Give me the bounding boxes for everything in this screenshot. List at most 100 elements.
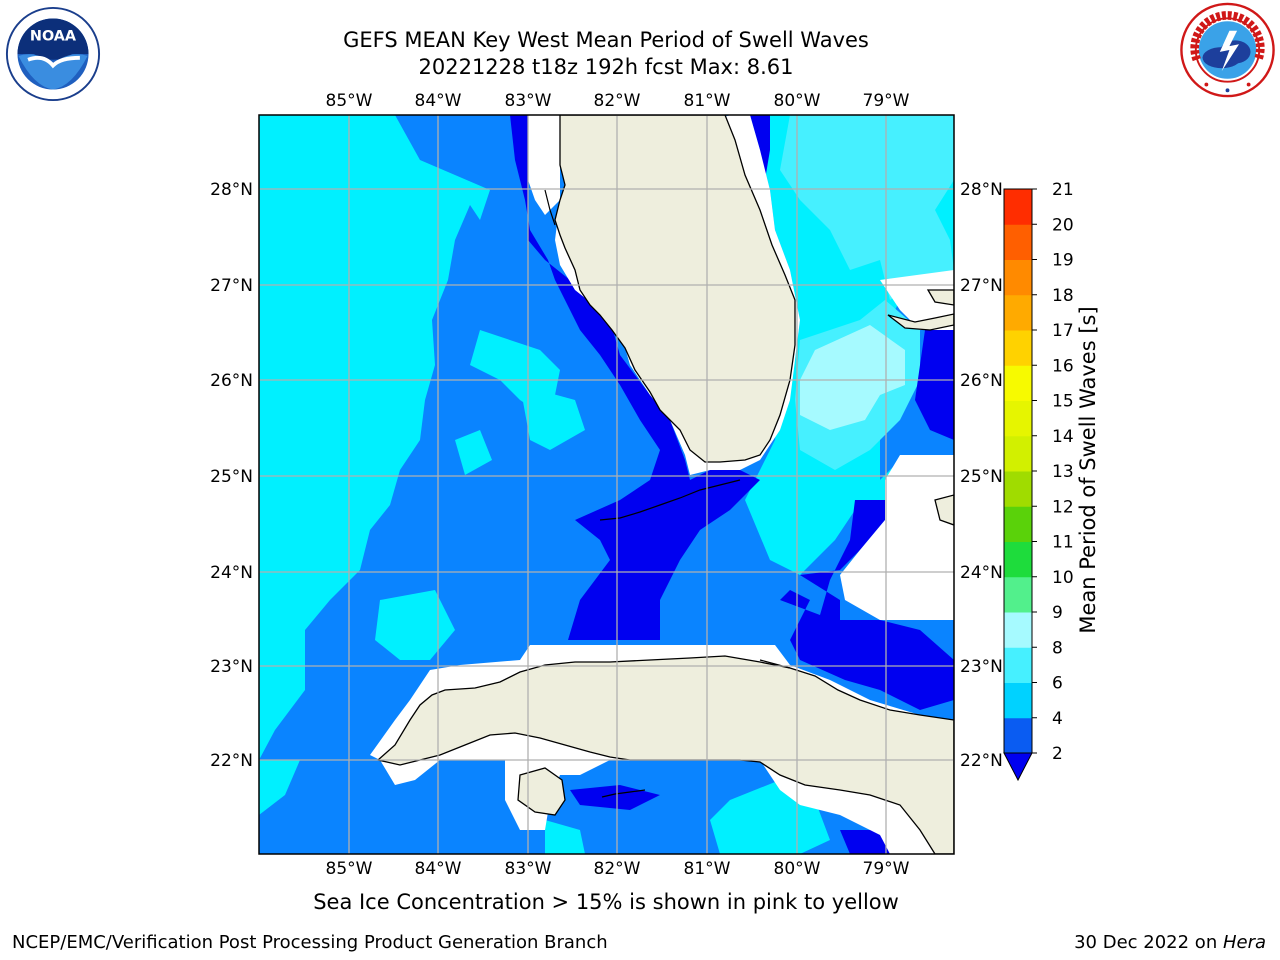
nws-logo <box>1180 2 1275 98</box>
nodata-tampa <box>528 115 560 215</box>
colorbar-tick-label: 8 <box>1052 638 1063 658</box>
swell-band-8-9 <box>800 325 905 430</box>
lat-label-right: 25°N <box>960 467 1003 487</box>
map-subtitle: 20221228 t18z 192h fcst Max: 8.61 <box>418 55 794 79</box>
cayos-south <box>601 789 646 798</box>
swell-band-4-6-west <box>259 115 490 760</box>
lon-label-top: 83°W <box>505 91 552 111</box>
lat-label-left: 23°N <box>210 657 253 677</box>
lat-label-right: 28°N <box>960 180 1003 200</box>
generation-date: 30 Dec 2022 on Hera <box>1074 932 1266 953</box>
lon-label-top: 80°W <box>774 91 821 111</box>
swell-band-4-6-south <box>545 820 585 854</box>
lon-label-top: 81°W <box>684 91 731 111</box>
sea-ice-note: Sea Ice Concentration > 15% is shown in … <box>313 890 899 914</box>
lon-label-top: 85°W <box>326 91 373 111</box>
island-chains <box>544 189 791 798</box>
lon-label-bottom: 81°W <box>684 859 731 879</box>
lat-label-left: 28°N <box>210 180 253 200</box>
abaco <box>926 289 954 306</box>
colorbar: 2 4 6 8 9 10 11 12 13 14 15 16 17 18 19 20 21 <box>1003 180 1074 782</box>
tampa-bay-islands <box>544 189 556 226</box>
colorbar-tick-label: 18 <box>1052 286 1074 306</box>
andros-island <box>934 494 954 526</box>
cayos-north <box>759 659 791 669</box>
colorbar-segment <box>1004 365 1032 401</box>
colorbar-tick-label: 17 <box>1052 321 1074 341</box>
noaa-logo: NOAA <box>5 6 101 102</box>
lat-label-left: 26°N <box>210 371 253 391</box>
colorbar-segment <box>1004 435 1032 472</box>
colorbar-segment <box>1004 259 1032 296</box>
colorbar-tick-label: 10 <box>1052 568 1074 588</box>
colorbar-tick-label: 13 <box>1052 462 1074 482</box>
grand-bahama <box>887 313 954 331</box>
colorbar-tick-label: 11 <box>1052 533 1074 553</box>
map-frame <box>258 114 955 855</box>
colorbar-segment <box>1004 471 1032 507</box>
colorbar-tick-label: 9 <box>1052 603 1063 623</box>
swell-band-below-2-keys <box>510 115 760 640</box>
swell-band-4-6-patch4 <box>520 385 585 450</box>
colorbar-segment <box>1004 647 1032 683</box>
lat-label-left: 27°N <box>210 276 253 296</box>
lon-label-top: 82°W <box>594 91 641 111</box>
swell-band-4-6-sw <box>259 760 300 815</box>
colorbar-tick-label: 16 <box>1052 356 1074 376</box>
colorbar-segment <box>1004 400 1032 437</box>
swell-band-below-2-ne <box>750 115 770 180</box>
lon-label-bottom: 83°W <box>505 859 552 879</box>
map-field <box>259 115 954 854</box>
lat-label-left: 25°N <box>210 467 253 487</box>
colorbar-segment <box>1004 717 1032 754</box>
lat-label-right: 26°N <box>960 371 1003 391</box>
lat-label-right: 22°N <box>960 751 1003 771</box>
host-name: Hera <box>1222 932 1266 953</box>
lon-label-top: 84°W <box>415 91 462 111</box>
lat-label-left: 22°N <box>210 751 253 771</box>
colorbar-tick-label: 2 <box>1052 744 1063 764</box>
colorbar-segment <box>1004 294 1032 331</box>
nodata-andros <box>840 455 954 620</box>
florida-keys <box>599 479 741 521</box>
swell-band-4-6-patch1 <box>375 590 455 660</box>
colorbar-under-arrow <box>1003 752 1033 782</box>
producer-credit: NCEP/EMC/Verification Post Processing Pr… <box>12 932 608 953</box>
colorbar-segment <box>1004 612 1032 648</box>
colorbar-segment <box>1004 541 1032 578</box>
colorbar-tick-label: 4 <box>1052 709 1063 729</box>
florida-peninsula <box>554 115 796 463</box>
swell-band-below-2-south <box>840 830 890 854</box>
lat-label-left: 24°N <box>210 563 253 583</box>
lon-label-bottom: 80°W <box>774 859 821 879</box>
noaa-logo-text: NOAA <box>30 29 77 45</box>
colorbar-tick-label: 19 <box>1052 251 1074 271</box>
swell-band-below-2-southeast <box>780 500 954 710</box>
gridlines <box>259 115 954 854</box>
isla-de-la-juventud <box>517 767 566 816</box>
lat-label-right: 27°N <box>960 276 1003 296</box>
colorbar-label: Mean Period of Swell Waves [s] <box>1076 306 1100 634</box>
colorbar-segment <box>1004 224 1032 260</box>
map-title: GEFS MEAN Key West Mean Period of Swell … <box>343 28 869 52</box>
colorbar-tick-label: 15 <box>1052 392 1074 412</box>
colorbar-tick-label: 14 <box>1052 427 1074 447</box>
cuba <box>376 655 954 854</box>
land-masses <box>376 115 954 854</box>
colorbar-segment <box>1004 330 1032 366</box>
colorbar-tick-label: 12 <box>1052 497 1074 517</box>
lat-label-right: 23°N <box>960 657 1003 677</box>
generation-date-text: 30 Dec 2022 on <box>1074 932 1223 953</box>
lon-label-bottom: 82°W <box>594 859 641 879</box>
swell-band-4-6-patch2 <box>455 430 492 475</box>
swell-band-6-8-northeast <box>780 115 954 300</box>
colorbar-tick-label: 20 <box>1052 215 1074 235</box>
colorbar-segment <box>1004 682 1032 719</box>
colorbar-tick-label: 6 <box>1052 674 1063 694</box>
colorbar-segment <box>1004 506 1032 542</box>
lon-label-top: 79°W <box>863 91 910 111</box>
lon-label-bottom: 79°W <box>863 859 910 879</box>
lon-label-bottom: 85°W <box>326 859 373 879</box>
colorbar-segment <box>1004 576 1032 613</box>
